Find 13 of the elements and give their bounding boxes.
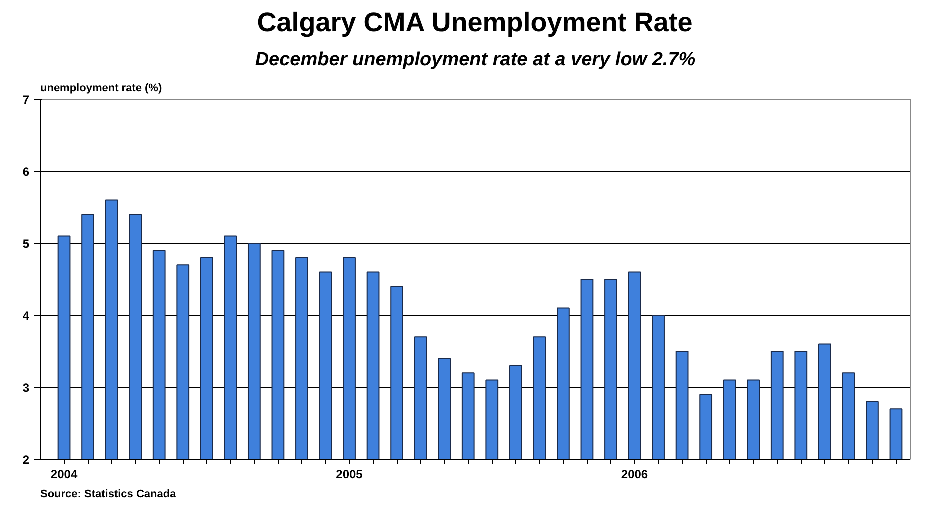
- y-tick-label: 7: [22, 93, 30, 107]
- x-tick-label: 2005: [336, 468, 364, 482]
- y-tick-label: 2: [22, 453, 30, 467]
- y-tick-label: 5: [22, 237, 30, 251]
- y-tick-label: 6: [22, 165, 30, 179]
- source-note: Source: Statistics Canada: [40, 488, 178, 500]
- y-axis-title: unemployment rate (%): [40, 82, 162, 94]
- chart-title: Calgary CMA Unemployment Rate: [257, 8, 693, 38]
- y-tick-label: 3: [22, 381, 30, 395]
- x-tick-label: 2006: [621, 468, 648, 482]
- y-tick-label: 4: [22, 309, 30, 323]
- x-tick-label: 2004: [50, 468, 78, 482]
- chart-subtitle: December unemployment rate at a very low 2.7%: [255, 50, 696, 70]
